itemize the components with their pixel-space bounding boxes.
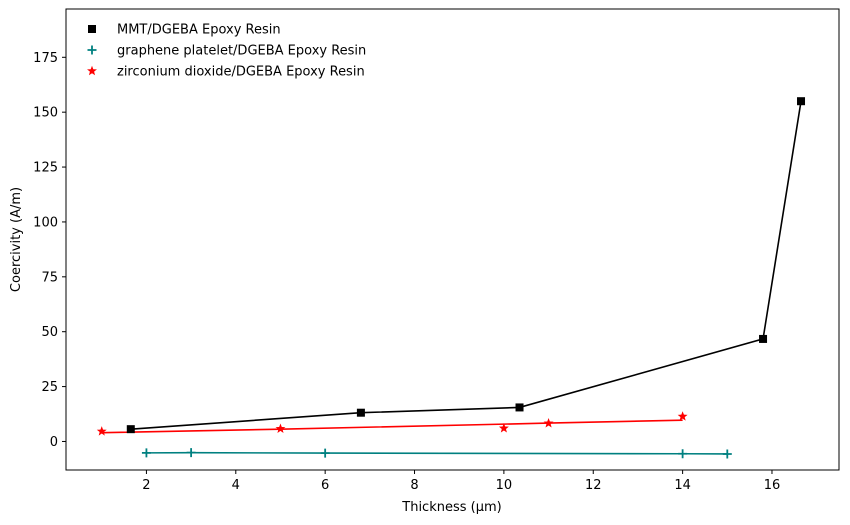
data-point-2 <box>678 449 688 459</box>
data-point-1 <box>126 425 135 434</box>
x-axis-label: Thickness (µm) <box>401 500 501 515</box>
x-tick-label: 6 <box>321 478 329 493</box>
data-point-2 <box>186 448 196 458</box>
legend-label-2: graphene platelet/DGEBA Epoxy Resin <box>117 44 366 59</box>
data-point-1 <box>356 408 365 417</box>
y-tick-label: 175 <box>33 51 58 66</box>
legend-label-3: zirconium dioxide/DGEBA Epoxy Resin <box>117 65 365 80</box>
x-tick-label: 14 <box>674 478 691 493</box>
plot-area <box>66 9 839 470</box>
data-point-3 <box>543 418 554 428</box>
data-point-2 <box>320 448 330 458</box>
x-tick-label: 2 <box>142 478 150 493</box>
data-point-2 <box>722 449 732 459</box>
y-tick-label: 125 <box>33 161 58 176</box>
y-axis-label: Coercivity (A/m) <box>9 187 24 292</box>
legend-marker-3 <box>87 65 97 76</box>
data-point-1 <box>797 97 806 106</box>
legend-marker-2 <box>87 45 97 55</box>
x-tick-label: 4 <box>232 478 240 493</box>
plot-frame <box>65 8 840 471</box>
y-tick-label: 25 <box>41 380 58 395</box>
legend-label-1: MMT/DGEBA Epoxy Resin <box>117 23 281 38</box>
series-markers <box>96 97 806 459</box>
x-tick-label: 10 <box>496 478 513 493</box>
x-tick-label: 12 <box>585 478 602 493</box>
legend-marker-1 <box>88 25 96 33</box>
data-point-3 <box>275 423 286 433</box>
data-point-1 <box>759 334 768 343</box>
y-tick-label: 0 <box>50 435 58 450</box>
data-point-2 <box>141 448 151 458</box>
data-point-1 <box>515 403 524 412</box>
y-tick-label: 150 <box>33 106 58 121</box>
data-point-3 <box>677 411 688 421</box>
legend: MMT/DGEBA Epoxy Resin graphene platelet/D… <box>87 23 366 80</box>
y-tick-label: 100 <box>33 215 58 230</box>
data-point-3 <box>96 426 107 436</box>
data-point-3 <box>498 423 509 433</box>
x-tick-label: 8 <box>410 478 418 493</box>
y-tick-label: 50 <box>41 325 58 340</box>
y-tick-label: 75 <box>41 270 58 285</box>
x-tick-label: 16 <box>764 478 781 493</box>
y-axis-ticks: 0 25 50 75 100 125 150 175 <box>33 51 66 450</box>
x-axis-ticks: 2 4 6 8 10 12 14 16 <box>142 470 780 493</box>
